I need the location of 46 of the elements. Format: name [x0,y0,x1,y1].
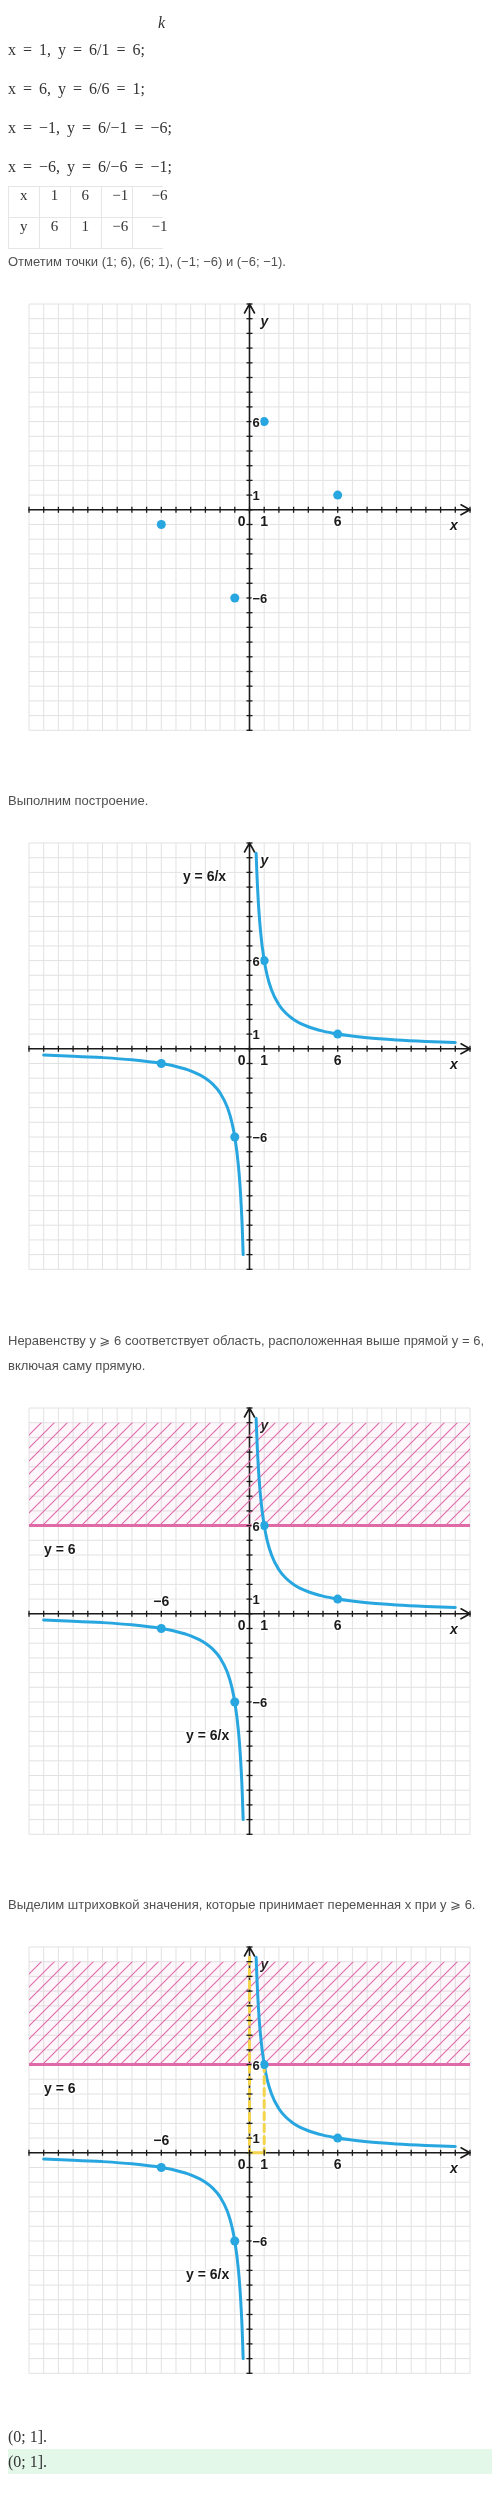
x-axis-title: x [449,2159,460,2176]
text: k [158,14,166,31]
text: x 1 6 −1 −6 [20,187,168,203]
x-axis-title: x [449,1056,460,1073]
text: y 6 1 −6 −1 [20,218,168,234]
ref-line-label: y = 6 [44,1540,76,1557]
x-tick-label: 6 [333,1616,342,1633]
y-tick-label: −6 [252,1694,268,1710]
text: y = 6/x [182,868,227,885]
annotation: −6 [153,2132,170,2149]
y-tick-label: 1 [252,1027,260,1043]
y-axis-title: y [259,852,270,869]
x-axis-title: x [449,516,460,533]
y-tick-label: −6 [252,591,268,606]
series-label: y = 6/x [186,1726,230,1743]
chart-title: Выделим штриховкой значения, которые принимает переменная x при y ⩾ 6. [8,1896,476,1912]
y-tick-label: 1 [252,2130,260,2146]
y-axis-title: y [259,1416,270,1433]
y-axis-title: y [259,1955,270,1972]
text: x = −6, y = 6/−6 = −1; [8,158,173,175]
y-tick-label: −6 [252,2233,268,2249]
text: x = 1, y = 6/1 = 6; [8,41,145,58]
chart-title: Выполним построение. [8,793,149,809]
x-tick-label: 0 [237,1616,246,1633]
annotation: −6 [153,1593,170,1610]
x-tick-label: 6 [333,1052,342,1069]
y-tick-label: −6 [252,1130,268,1146]
y-tick-label: 1 [252,1591,260,1607]
series-label: y = 6/x [186,2265,230,2282]
chart-title: Неравенству y ⩾ 6 соответствует область, расположенная выше прямой y = 6, включая саму прямую. [8,1332,484,1373]
x-tick-label: 0 [237,512,246,529]
text: (0; 1]. [8,2428,48,2446]
x-tick-label: 0 [237,2155,246,2172]
x-tick-label: 6 [333,2155,342,2172]
text: x = −1, y = 6/−1 = −6; [8,119,173,136]
x-tick-label: 0 [237,1052,246,1069]
x-tick-label: 6 [333,512,342,529]
text: x = 6, y = 6/6 = 1; [8,80,145,97]
highlight-box: (0; 1]. [8,2449,492,2475]
chart-title: Отметим точки (1; 6), (6; 1), (−1; −6) и (−6; −1). [8,254,286,269]
ref-line-label: y = 6 [44,2079,76,2096]
y-tick-label: 1 [252,488,260,504]
y-axis-title: y [259,313,270,329]
x-axis-title: x [449,1620,460,1637]
y-tick-label: 6 [252,414,260,430]
y-tick-label: 6 [252,953,260,969]
